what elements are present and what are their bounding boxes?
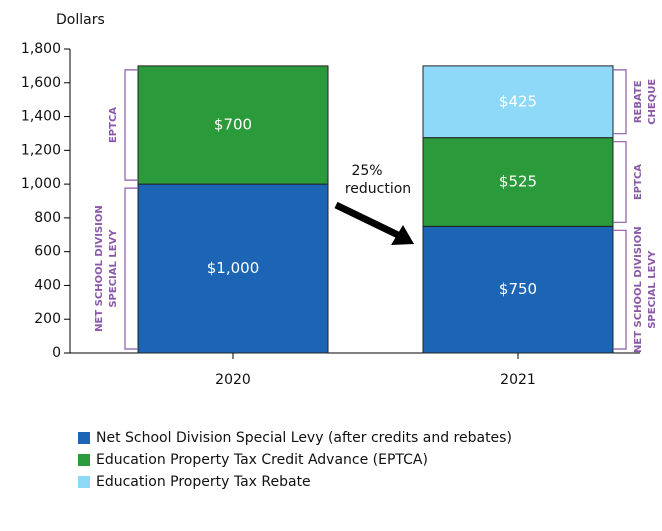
bracket-label: CHEQUE xyxy=(647,79,658,125)
value-label: $700 xyxy=(214,116,252,134)
y-tick-label: 400 xyxy=(34,277,61,293)
bracket-label: SPECIAL LEVY xyxy=(647,250,658,329)
value-label: $1,000 xyxy=(207,259,260,277)
annotation: 25% xyxy=(351,163,382,179)
bracket xyxy=(613,69,627,135)
bar-segment xyxy=(137,183,329,354)
x-tick-label: 2021 xyxy=(500,372,536,388)
bar-segment xyxy=(422,65,614,139)
legend-label: Education Property Tax Rebate xyxy=(96,474,311,490)
y-tick-label: 800 xyxy=(34,210,61,226)
y-tick-label: 1,200 xyxy=(21,142,61,158)
arrow-head xyxy=(391,225,414,245)
value-label: $750 xyxy=(499,280,537,298)
bracket-label: REBATE xyxy=(633,80,644,123)
x-tick-label: 2020 xyxy=(215,372,251,388)
y-tick-label: 600 xyxy=(34,244,61,260)
legend-swatch xyxy=(78,432,90,444)
bracket xyxy=(124,69,138,181)
legend-swatch xyxy=(78,454,90,466)
bracket-label: EPTCA xyxy=(633,164,644,200)
value-label: $525 xyxy=(499,173,537,191)
bracket-label: NET SCHOOL DIVISION xyxy=(633,226,644,353)
bracket-label: EPTCA xyxy=(108,107,119,143)
y-axis-label: Dollars xyxy=(56,12,105,28)
legend-label: Net School Division Special Levy (after … xyxy=(96,430,512,446)
y-tick-label: 1,600 xyxy=(21,75,61,91)
annotation: reduction xyxy=(345,181,411,197)
value-label: $425 xyxy=(499,92,537,110)
legend-swatch xyxy=(78,476,90,488)
bar-segment xyxy=(422,225,614,354)
legend-label: Education Property Tax Credit Advance (E… xyxy=(96,452,428,468)
bracket-label: NET SCHOOL DIVISION xyxy=(94,205,105,332)
bar-segment xyxy=(422,137,614,227)
bracket xyxy=(613,141,627,223)
bracket-label: SPECIAL LEVY xyxy=(108,229,119,308)
bracket xyxy=(613,229,627,350)
bar-segment xyxy=(137,65,329,185)
y-tick-label: 1,400 xyxy=(21,109,61,125)
y-tick-label: 0 xyxy=(52,345,61,361)
arrow xyxy=(334,201,402,240)
y-tick-label: 1,800 xyxy=(21,41,61,57)
y-tick-label: 200 xyxy=(34,311,61,327)
bracket xyxy=(124,187,138,350)
y-tick-label: 1,000 xyxy=(21,176,61,192)
